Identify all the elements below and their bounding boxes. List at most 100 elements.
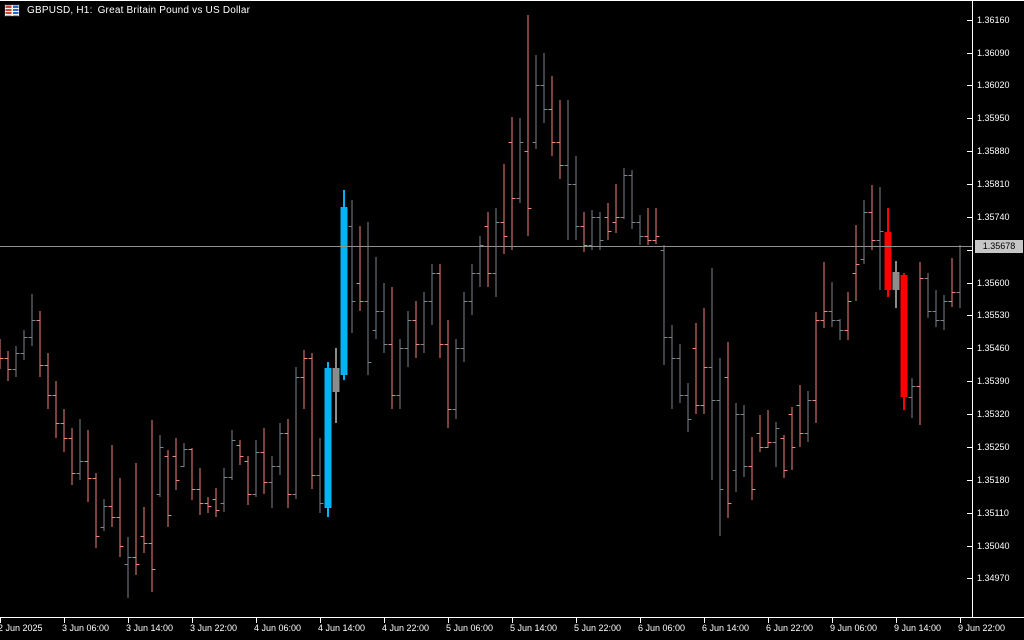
price-axis-label: 1.34970 [977,573,1010,583]
ohlc-bar [172,438,180,490]
price-axis-label: 1.35110 [977,508,1009,518]
ohlc-bar [372,257,380,339]
ohlc-bar [156,435,164,497]
ohlc-bar [196,468,204,515]
ohlc-bar [348,200,356,333]
ohlc-bar [180,443,188,467]
ohlc-bar [740,405,748,477]
chart-plot-area[interactable] [0,0,972,617]
price-axis-label: 1.35880 [977,146,1010,156]
time-axis-scale[interactable] [0,618,1024,640]
ohlc-bar [428,264,436,325]
ohlc-bar [396,339,404,409]
price-axis-label: 1.35460 [977,343,1010,353]
ohlc-bar [564,100,572,240]
time-axis-label: 4 Jun 14:00 [318,623,366,633]
price-axis-label: 1.35320 [977,409,1010,419]
ohlc-bar [604,203,612,240]
time-axis-label: 3 Jun 22:00 [190,623,238,633]
ohlc-bar [284,419,292,508]
price-axis-label: 1.35250 [977,442,1010,452]
time-axis-label: 6 Jun 22:00 [766,623,814,633]
price-axis-label: 1.35530 [977,310,1010,320]
ohlc-bar [732,403,740,492]
ohlc-bar [316,438,324,513]
ohlc-bar [596,212,604,250]
ohlc-bar [460,292,468,362]
ohlc-bar [948,258,956,307]
ohlc-bar [300,350,308,409]
price-axis-label: 1.35600 [977,278,1010,288]
ohlc-bar [268,456,276,508]
ohlc-bar [708,268,716,480]
current-price-tag: 1.35678 [975,240,1023,253]
time-axis-label: 4 Jun 06:00 [254,623,302,633]
ohlc-bar [380,283,388,353]
ohlc-bar [244,456,252,505]
ohlc-bar [228,430,236,480]
chart-window-icon [4,4,20,17]
signal-candle [324,362,332,517]
chart-symbol-description: Great Britain Pound vs US Dollar [97,5,251,16]
ohlc-bar [580,212,588,252]
chart-title-bar: GBPUSD, H1: Great Britain Pound vs US Do… [4,4,250,17]
ohlc-bar [748,437,756,500]
ohlc-bar [12,346,20,377]
price-axis-label: 1.35180 [977,475,1010,485]
ohlc-bar [108,445,116,527]
ohlc-bar [508,117,516,250]
ohlc-bar [532,55,540,149]
ohlc-bar [60,409,68,452]
ohlc-bar [388,287,396,409]
ohlc-bar [668,325,676,409]
price-axis-label: 1.35390 [977,376,1010,386]
ohlc-bar [308,353,316,489]
time-axis-label: 6 Jun 06:00 [638,623,686,633]
ohlc-bar [628,170,636,229]
ohlc-bar [556,100,564,179]
ohlc-bar [780,435,788,478]
price-axis-scale[interactable] [973,0,1024,617]
ohlc-bar [292,367,300,499]
ohlc-bar [908,378,916,418]
signal-candle [884,208,892,297]
ohlc-bar [868,185,876,250]
ohlc-bar [860,200,868,264]
ohlc-bar [572,156,580,240]
time-axis-label: 2 Jun 2025 [0,623,43,633]
ohlc-bar [212,488,220,517]
ohlc-bar [420,292,428,353]
time-axis-label: 4 Jun 22:00 [382,623,430,633]
ohlc-bar [36,311,44,377]
time-axis-label: 5 Jun 06:00 [446,623,494,633]
ohlc-bar [836,319,844,340]
ohlc-bar [820,262,828,328]
price-axis-label: 1.36160 [977,15,1010,25]
ohlc-bar [724,342,732,518]
ohlc-bar [652,208,660,244]
ohlc-bar [644,208,652,245]
time-axis-label: 9 Jun 14:00 [894,623,942,633]
ohlc-bar [524,15,532,236]
ohlc-bar [236,440,244,465]
price-axis-label: 1.35950 [977,113,1010,123]
ohlc-bar [100,499,108,531]
ohlc-bar [700,308,708,414]
ohlc-bar [20,330,28,360]
time-axis-label: 5 Jun 14:00 [510,623,558,633]
price-axis-label: 1.36090 [977,48,1010,58]
ohlc-bar [164,450,172,527]
ohlc-bar [684,383,692,432]
bars-layer [0,15,964,598]
ohlc-bar [620,168,628,219]
ohlc-bar [4,351,12,381]
ohlc-bar [28,294,36,346]
ohlc-bar [0,339,4,369]
ohlc-bar [588,210,596,250]
ohlc-bar [796,385,804,447]
ohlc-bar [252,440,260,497]
time-axis-label: 5 Jun 22:00 [574,623,622,633]
ohlc-bar [412,301,420,358]
ohlc-bar [476,236,484,287]
